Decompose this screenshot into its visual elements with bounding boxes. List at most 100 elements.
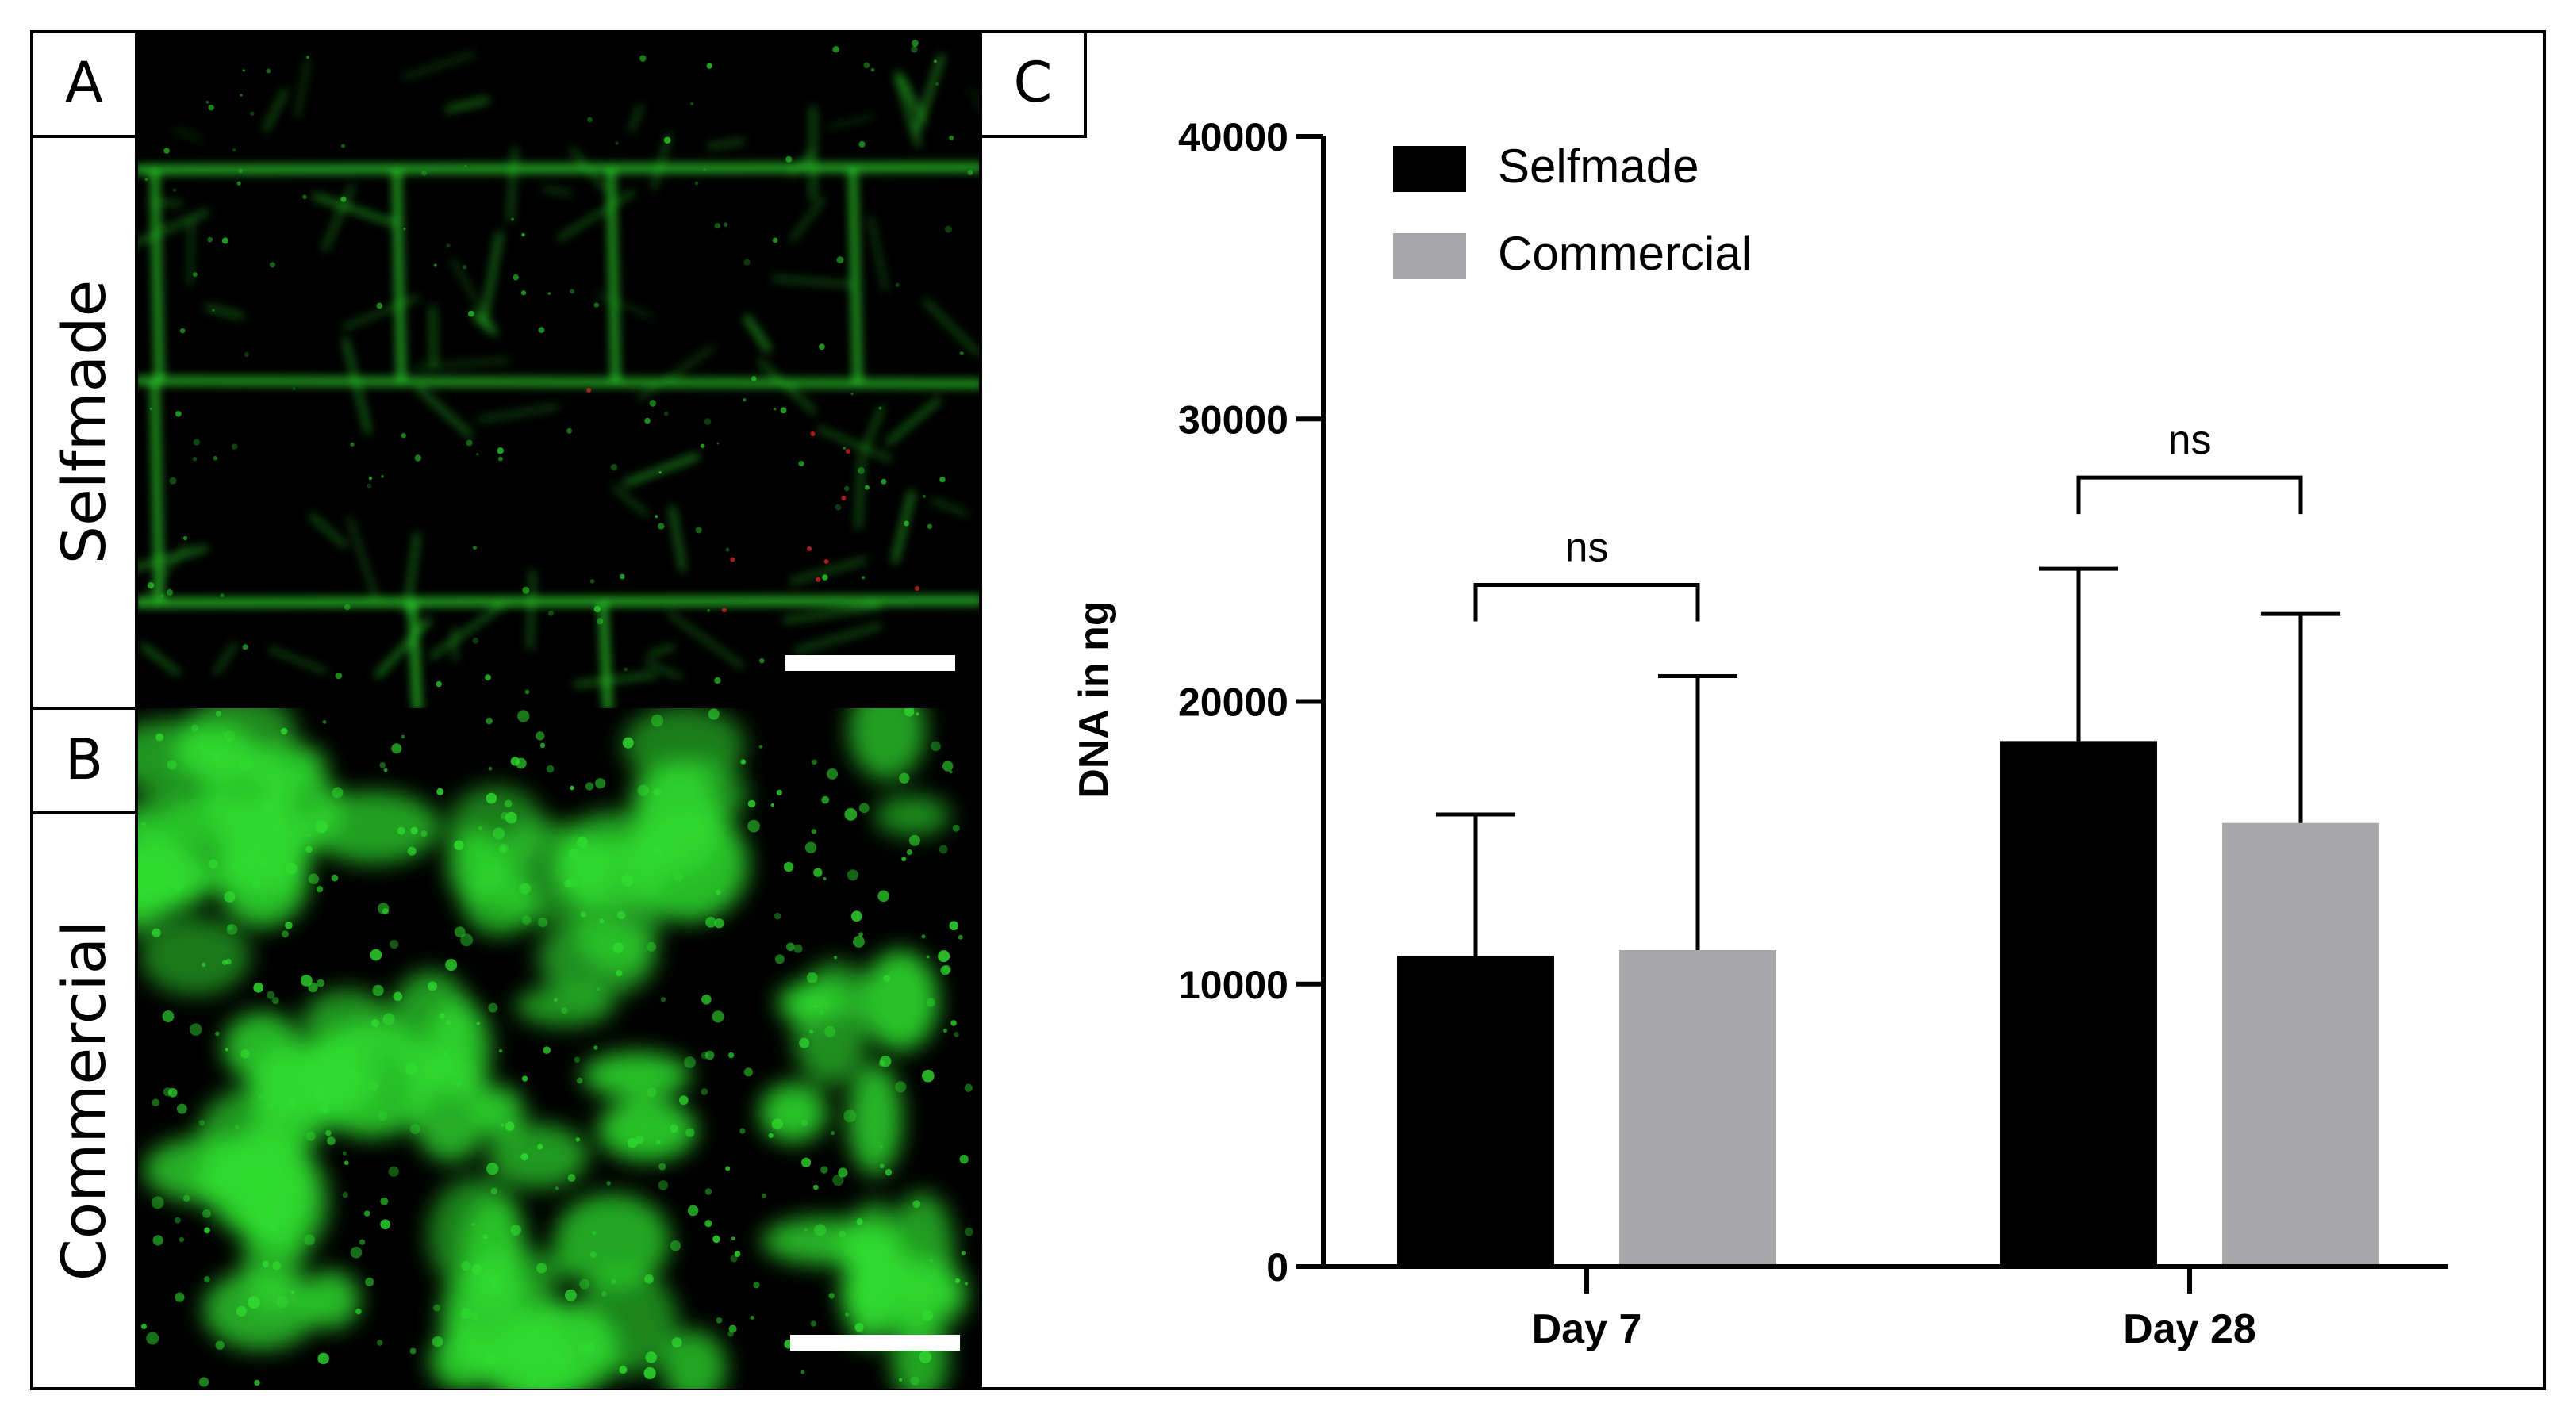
cell-cluster — [848, 708, 926, 780]
cell-speck — [844, 807, 858, 821]
cell-speck — [471, 1222, 475, 1227]
cell-speck — [820, 1166, 828, 1174]
bars — [1397, 741, 2379, 1267]
cell-speck — [175, 1292, 185, 1302]
cell-speck — [619, 1366, 628, 1374]
cell-speck — [370, 949, 382, 961]
cell-speck — [585, 782, 594, 791]
cell-speck — [307, 834, 311, 837]
cell-speck — [262, 1260, 270, 1267]
cell-dot — [421, 170, 428, 176]
cell-speck — [804, 841, 817, 853]
cell-speck — [190, 724, 199, 732]
cell-dot — [403, 227, 406, 231]
cell-speck — [315, 820, 328, 834]
cell-speck — [919, 1351, 932, 1363]
cell-speck — [519, 883, 531, 895]
cell-speck — [814, 1224, 827, 1236]
cell-speck — [290, 1290, 295, 1294]
cell-speck — [904, 708, 915, 717]
fiber-strand — [637, 346, 714, 401]
fiber-strand — [849, 166, 862, 385]
cell-speck — [716, 1317, 723, 1324]
red-cell-dot — [841, 496, 847, 501]
cell-speck — [824, 1025, 836, 1037]
significance-bracket — [2076, 475, 2303, 515]
cell-speck — [259, 857, 269, 868]
cell-speck — [828, 1293, 835, 1299]
cell-speck — [227, 924, 233, 930]
cell-speck — [949, 770, 953, 774]
fiber-strand — [136, 546, 209, 570]
cell-speck — [812, 759, 817, 765]
cell-cluster — [622, 708, 746, 785]
cell-speck — [520, 1152, 528, 1161]
cell-speck — [320, 1104, 330, 1114]
fiber-strand — [861, 404, 885, 455]
fiber-strand — [429, 600, 509, 659]
cell-speck — [308, 982, 318, 993]
cell-cluster — [461, 1196, 525, 1309]
cell-speck — [409, 1124, 420, 1135]
cell-dot — [446, 243, 451, 248]
cell-speck — [761, 1193, 766, 1198]
cell-dot — [589, 578, 595, 584]
cell-dot — [472, 637, 479, 644]
cell-cluster — [553, 811, 671, 912]
cell-dot — [843, 447, 847, 450]
cell-speck — [912, 1200, 921, 1209]
cell-dot — [870, 67, 875, 72]
cell-dot — [701, 443, 705, 448]
cell-dot — [335, 672, 343, 680]
cell-speck — [516, 1363, 523, 1370]
cell-speck — [405, 1063, 418, 1075]
cell-speck — [554, 998, 558, 1002]
red-cell-dot — [730, 557, 735, 562]
cell-speck — [543, 1046, 551, 1055]
cell-dot — [182, 535, 188, 541]
legend-swatch-selfmade — [1393, 146, 1466, 192]
cell-speck — [701, 1052, 709, 1060]
cell-speck — [254, 1379, 260, 1386]
cell-dot — [381, 475, 384, 478]
cell-speck — [595, 778, 606, 789]
cell-dot — [858, 140, 866, 148]
cell-speck — [813, 1005, 817, 1009]
y-tick-label: 0 — [1266, 1245, 1288, 1290]
fiber-strand — [430, 305, 436, 370]
cell-speck — [428, 981, 438, 991]
fiber-strand — [470, 311, 497, 335]
fiber-strand — [757, 358, 816, 414]
cell-dot — [192, 456, 198, 462]
cell-speck — [260, 1139, 266, 1144]
cell-speck — [701, 1088, 708, 1095]
cell-speck — [964, 1227, 973, 1236]
red-cell-dot — [915, 586, 920, 592]
cell-speck — [536, 731, 545, 741]
cell-speck — [644, 1274, 654, 1284]
fiber-strand — [856, 455, 864, 529]
cell-dot — [433, 263, 437, 267]
cell-cluster — [777, 983, 832, 1024]
fiber-strand — [268, 647, 328, 673]
fiber-strand — [402, 52, 475, 79]
cell-dot — [401, 432, 406, 439]
cell-speck — [224, 730, 236, 742]
cell-dot — [547, 610, 554, 616]
cell-speck — [204, 1276, 210, 1282]
cell-speck — [420, 830, 428, 837]
cell-dot — [169, 477, 177, 485]
cell-speck — [182, 1194, 190, 1202]
cell-cluster — [140, 917, 251, 996]
fiber-strand — [894, 71, 921, 148]
cell-speck — [198, 1377, 209, 1387]
cell-dot — [785, 155, 793, 163]
cell-dot — [843, 485, 850, 492]
cell-speck — [833, 956, 838, 960]
cell-dot — [658, 523, 665, 530]
cell-speck — [363, 1210, 370, 1217]
fiber-strand — [263, 89, 287, 132]
cell-speck — [906, 849, 912, 856]
scale-bar-a — [785, 655, 955, 671]
y-tick-label: 40000 — [1178, 115, 1288, 159]
